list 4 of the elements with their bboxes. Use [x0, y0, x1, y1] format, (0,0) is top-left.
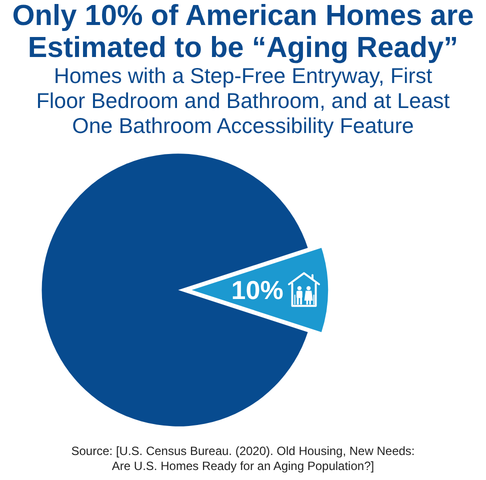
chart-subtitle: Homes with a Step-Free Entryway, First Floor Bedroom and Bathroom, and at Least One Bathroom Accessibility Feature	[35, 64, 451, 139]
chart-title: Only 10% of American Homes are Estimated to be “Aging Ready”	[11, 0, 475, 64]
source-note: Source: [U.S. Census Bureau. (2020). Old Housing, New Needs: Are U.S. Homes Ready for an Aging Population?]	[70, 444, 416, 474]
data-label: 10%	[231, 275, 284, 305]
